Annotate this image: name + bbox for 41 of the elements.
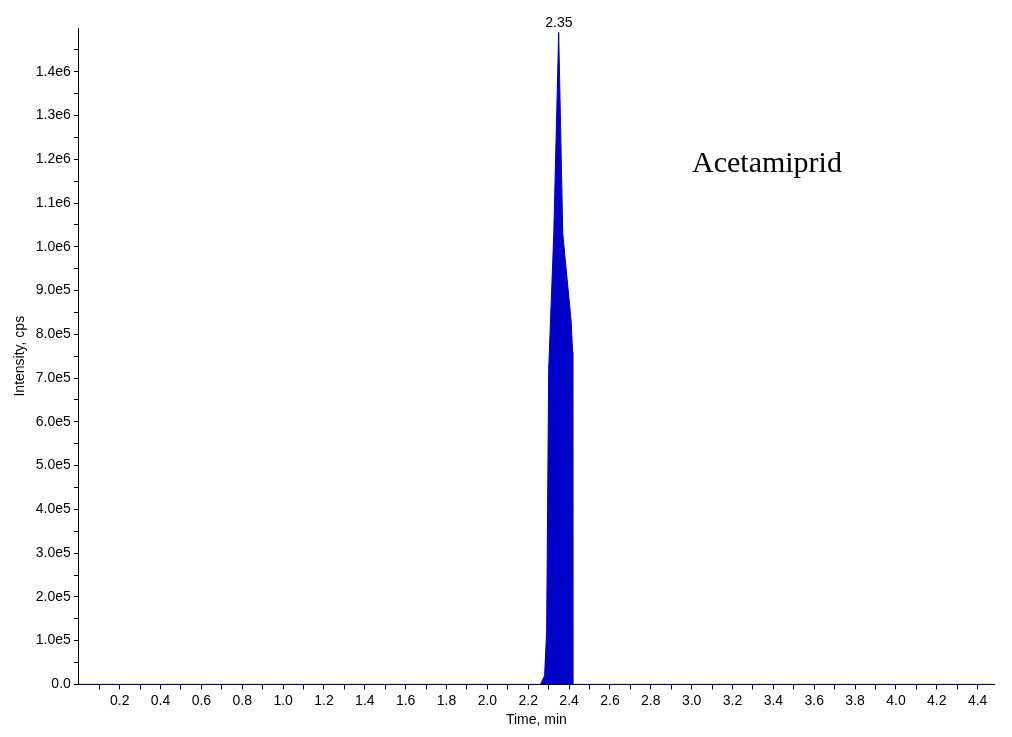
y-tick-label: 6.0e5: [35, 412, 72, 429]
x-tick-label: 2.2: [518, 691, 539, 708]
x-tick-label: 4.4: [967, 691, 988, 708]
x-tick-label: 2.8: [641, 691, 661, 708]
y-tick-label: 0.0: [51, 675, 72, 692]
y-tick-label: 2.0e5: [35, 587, 72, 604]
y-tick-label: 1.0e6: [35, 237, 72, 254]
x-tick-label: 1.8: [436, 691, 457, 708]
annotation: Acetamiprid: [692, 145, 842, 179]
x-tick-label: 3.4: [763, 691, 784, 708]
x-axis-title: Time, min: [505, 711, 567, 728]
x-tick-label: 3.2: [722, 691, 743, 708]
y-tick-label: 1.1e6: [35, 193, 72, 210]
annotation: 2.35: [545, 14, 573, 31]
x-tick-label: 4.2: [927, 691, 947, 708]
x-tick-label: 0.8: [232, 691, 253, 708]
y-tick-label: 1.2e6: [35, 150, 72, 167]
x-tick-label: 1.2: [314, 691, 334, 708]
y-tick-label: 9.0e5: [35, 281, 72, 298]
x-tick-label: 2.0: [477, 691, 498, 708]
x-tick-label: 3.0: [681, 691, 702, 708]
x-tick-label: 4.0: [886, 691, 906, 708]
y-tick-label: 4.0e5: [35, 500, 72, 517]
x-tick-label: 3.6: [804, 691, 825, 708]
x-tick-label: 3.8: [845, 691, 866, 708]
x-tick-label: 0.4: [150, 691, 171, 708]
x-tick-label: 2.6: [600, 691, 620, 708]
x-tick-label: 2.4: [559, 691, 580, 708]
y-tick-label: 5.0e5: [35, 456, 72, 473]
y-tick-label: 1.4e6: [35, 62, 72, 79]
y-tick-label: 7.0e5: [35, 368, 72, 385]
y-tick-label: 3.0e5: [35, 543, 72, 560]
y-tick-label: 1.0e5: [35, 631, 72, 648]
y-tick-label: 8.0e5: [35, 325, 72, 342]
x-tick-label: 1.4: [355, 691, 375, 708]
x-tick-label: 1.0: [273, 691, 294, 708]
y-axis-title: Intensity, cps: [11, 315, 28, 397]
x-tick-label: 0.6: [191, 691, 212, 708]
y-tick-label: 1.3e6: [35, 106, 72, 123]
x-tick-label: 1.6: [395, 691, 416, 708]
x-tick-label: 0.2: [109, 691, 130, 708]
